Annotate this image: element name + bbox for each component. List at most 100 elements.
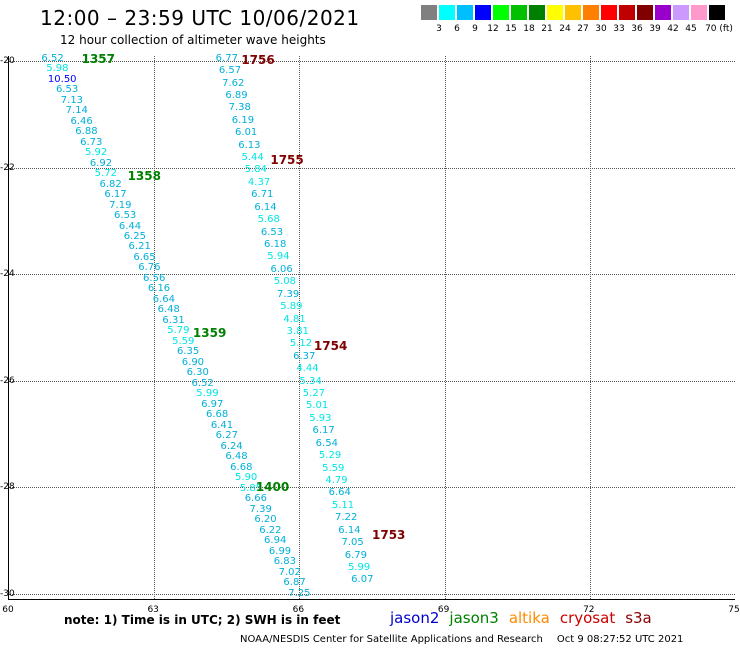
wave-height-value: 6.68 [230,461,253,473]
colorbar-label: 42 [667,24,679,34]
wave-height-value: 5.68 [257,214,280,226]
wave-height-value: 6.37 [293,350,316,362]
wave-height-value: 5.99 [196,388,219,400]
page-title: 12:00 – 23:59 UTC 10/06/2021 [40,6,360,30]
wave-height-value: 6.87 [283,577,306,589]
y-tick-label: -24 [0,269,15,280]
wave-height-value: 4.79 [325,474,348,486]
wave-height-value: 6.17 [104,189,127,201]
pass-time-label: 1753 [372,528,406,543]
wave-height-value: 6.06 [270,263,293,275]
colorbar-swatch [691,5,707,20]
colorbar-label: 24 [559,24,571,34]
legend-item: jason3 [449,609,499,627]
wave-height-value: 6.44 [118,220,142,232]
colorbar-swatch [637,5,653,20]
wave-height-value: 6.48 [225,451,248,463]
wave-height-value: 5.84 [244,164,267,176]
wave-height-value: 6.92 [89,157,113,169]
wave-height-value: 4.44 [296,363,319,375]
wave-height-value: 6.01 [235,127,258,139]
wave-height-value: 6.18 [264,238,287,250]
wave-height-value: 6.97 [201,398,224,410]
wave-height-value: 5.90 [235,472,258,484]
grid-line-lat [9,167,735,169]
colorbar-swatch [439,5,455,20]
wave-height-value: 5.98 [46,63,69,75]
wave-height-value: 6.24 [220,440,243,452]
wave-height-value: 7.39 [249,503,272,515]
wave-height-value: 6.89 [225,89,248,101]
wave-height-value: 6.48 [157,304,180,316]
colorbar-label: 33 [613,24,625,34]
colorbar-swatch [655,5,671,20]
page-subtitle: 12 hour collection of altimeter wave hei… [60,33,326,47]
legend-item: jason2 [390,609,440,627]
legend-item: altika [508,609,550,627]
pass-time-label: 1754 [313,339,348,354]
x-tick-label: 69 [437,605,450,615]
wave-height-value: 6.19 [231,114,255,126]
wave-height-value: 7.62 [222,77,245,89]
pass-time-label: 1359 [192,325,227,340]
wave-height-value: 6.07 [351,574,374,586]
wave-height-value: 6.53 [114,210,137,222]
wave-height-value: 6.20 [254,514,277,526]
colorbar-swatch [457,5,473,20]
wave-height-value: 6.21 [128,241,151,253]
credit-line: NOAA/NESDIS Center for Satellite Applica… [240,634,683,645]
wave-height-value: 6.99 [268,545,292,557]
colorbar-label: 3 [436,24,442,34]
pass-time-label: 1756 [241,53,275,68]
wave-height-value: 6.52 [191,377,214,389]
wave-height-value: 7.02 [278,566,301,578]
wave-height-value: 6.94 [264,535,287,547]
wave-height-value: 6.57 [218,65,242,77]
wave-height-value: 6.71 [251,189,274,201]
x-tick-label: 66 [292,605,305,615]
pass-time-label: 1358 [127,168,161,183]
pass-time-label: 1357 [81,51,115,66]
altimeter-map-plot: 6.52 5.98 10.50 6.53 7.13 7.14 6.46 6.88 6.73 5.9… [8,51,735,600]
wave-height-value: 6.68 [205,409,229,421]
x-tick-label: 72 [583,605,595,615]
colorbar-swatch [475,5,491,20]
y-tick-label: -22 [0,162,15,173]
generated-timestamp: Oct 9 08:27:52 UTC 2021 [556,634,684,645]
wave-height-value: 5.79 [167,325,190,337]
wave-height-value: 6.54 [315,437,338,449]
wave-height-value: 6.52 [41,52,64,64]
wave-height-value: 3.81 [286,325,309,337]
wave-height-value: 6.16 [147,283,171,295]
wave-height-value: 6.64 [328,487,351,499]
grid-line-lon [154,56,156,599]
wave-height-value: 7.14 [65,105,88,117]
colorbar-swatch [673,5,689,20]
wave-height-value: 5.44 [241,152,264,164]
y-tick-label: -20 [0,56,15,67]
wave-height-value: 10.50 [47,73,77,85]
colorbar-swatch [547,5,563,20]
wave-height-value: 6.79 [344,549,367,561]
wave-height-value: 5.59 [322,462,345,474]
wave-height-value: 6.30 [186,367,209,379]
wave-height-value: 6.31 [162,314,185,326]
wave-height-value: 6.13 [238,139,261,151]
x-tick-label: 63 [147,605,159,615]
grid-line-lon [589,56,591,599]
grid-line-lat [9,61,735,63]
colorbar-swatch [421,5,437,20]
colorbar-label: 12 [487,24,499,34]
colorbar-swatch [493,5,509,20]
wave-height-value: 6.90 [181,356,205,368]
colorbar-swatch [619,5,635,20]
wave-height-value: 6.56 [143,272,166,284]
wave-height-value: 7.22 [335,512,358,524]
wave-height-value: 6.27 [215,430,238,442]
grid-line-lat [9,274,735,276]
legend-item: s3a [625,609,652,627]
wave-height-value: 6.64 [152,293,176,305]
wave-height-value: 6.35 [176,346,200,358]
wave-height-value: 6.76 [138,262,161,274]
wave-height-value: 6.22 [259,524,282,536]
